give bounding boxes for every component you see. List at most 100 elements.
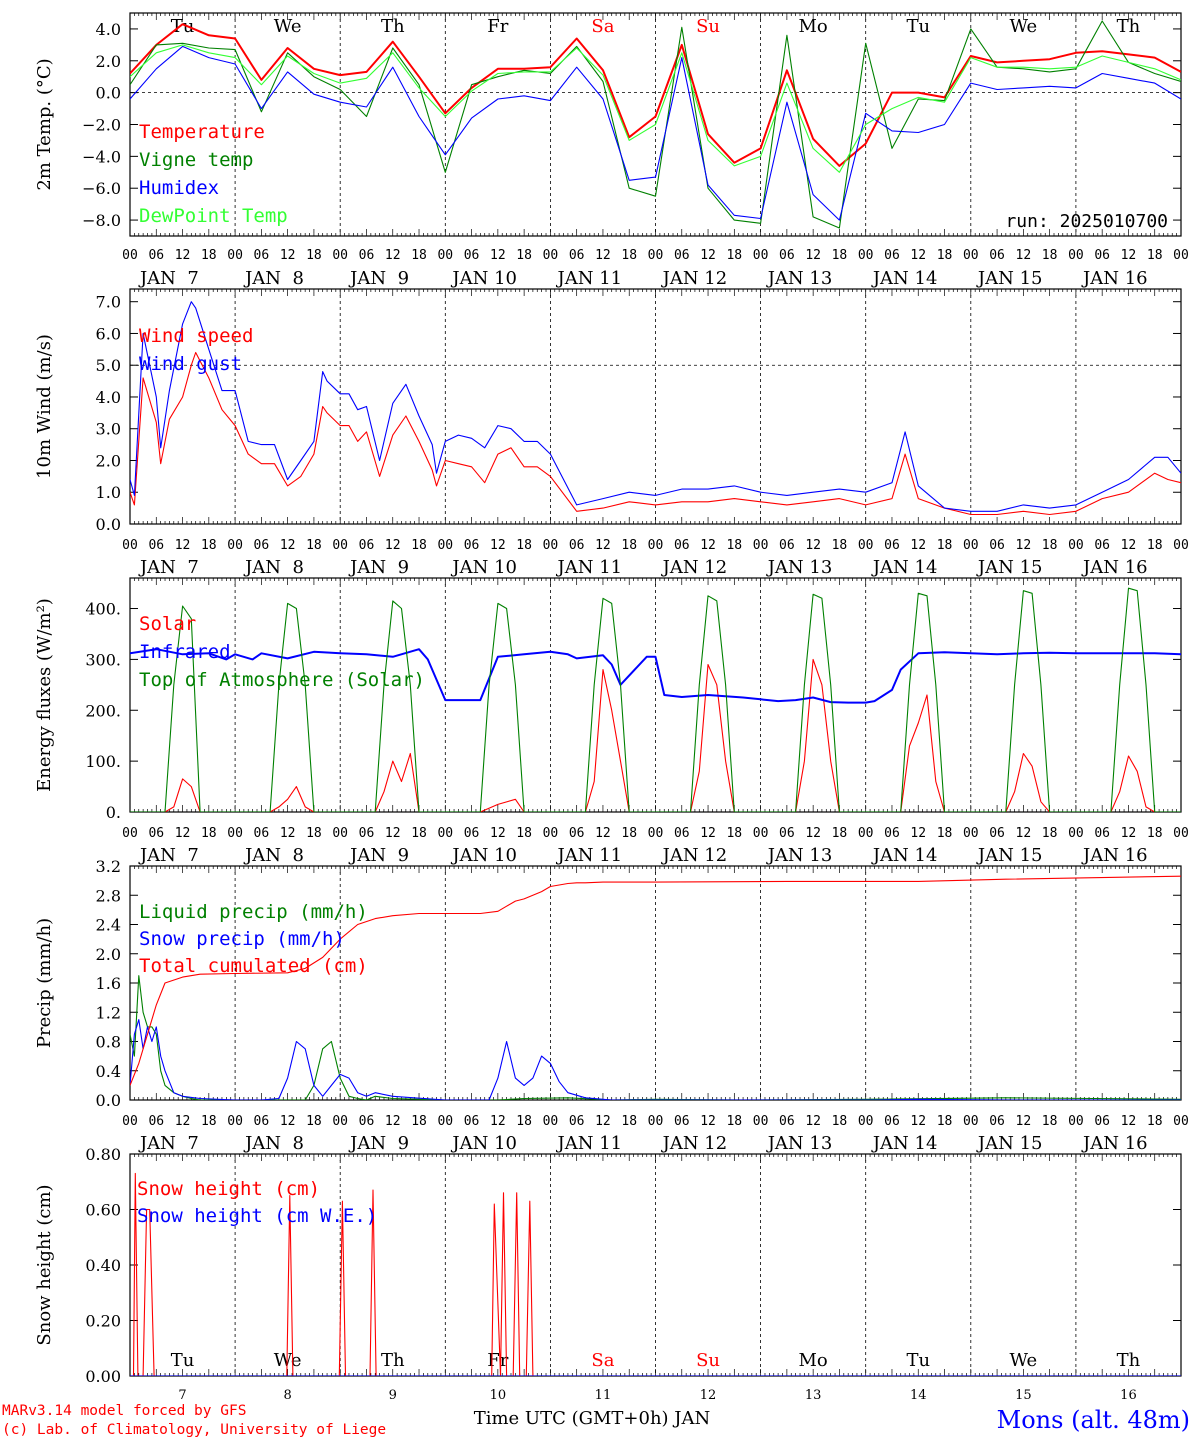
date-label: JAN 15 (976, 268, 1043, 289)
hour-tick-label: 00 (437, 826, 453, 841)
hour-tick-label: 00 (963, 248, 979, 263)
legend-entry: Infrared (139, 641, 231, 663)
hour-tick-label: 12 (1121, 538, 1137, 553)
day-number: 8 (284, 1388, 292, 1403)
hour-tick-label: 18 (516, 826, 532, 841)
hour-tick-label: 00 (227, 826, 243, 841)
y-tick-label: 2.0 (96, 52, 121, 71)
date-label: JAN 16 (1081, 557, 1148, 578)
hour-tick-label: 18 (726, 248, 742, 263)
hour-tick-label: 18 (937, 248, 953, 263)
date-label: JAN 12 (661, 557, 728, 578)
hour-tick-label: 00 (963, 1114, 979, 1129)
hour-tick-label: 00 (227, 1114, 243, 1129)
hour-tick-label: 18 (621, 1114, 637, 1129)
y-tick-label: 5.0 (96, 356, 121, 375)
hour-tick-label: 12 (490, 1114, 506, 1129)
date-label: JAN 11 (556, 845, 623, 866)
hour-tick-label: 18 (832, 248, 848, 263)
hour-tick-label: 00 (1068, 248, 1084, 263)
day-name: We (274, 1350, 302, 1371)
date-label: JAN 13 (766, 268, 833, 289)
date-label: JAN 9 (348, 845, 409, 866)
hour-tick-label: 00 (1068, 538, 1084, 553)
day-number: 7 (178, 1388, 186, 1403)
hour-tick-label: 06 (1094, 1114, 1110, 1129)
y-tick-label: 3.2 (96, 857, 121, 876)
legend-entry: Wind speed (139, 325, 253, 347)
day-name: Mo (799, 1350, 828, 1371)
date-label: JAN 13 (766, 845, 833, 866)
hour-tick-label: 18 (201, 1114, 217, 1129)
date-label: JAN 13 (766, 1133, 833, 1154)
y-tick-label: −2.0 (82, 116, 121, 135)
hour-tick-label: 00 (332, 1114, 348, 1129)
hour-tick-label: 18 (306, 538, 322, 553)
hour-tick-label: 18 (1042, 538, 1058, 553)
date-label: JAN 8 (243, 845, 304, 866)
series-line-dewpoint-temp (130, 44, 1181, 173)
hour-tick-label: 12 (175, 538, 191, 553)
y-tick-label: 0.20 (85, 1312, 121, 1331)
panel-wind: 0.0 1.0 2.0 3.0 4.0 5.0 6.0 7.0 10m Wind (m/s) 00… (34, 288, 1189, 578)
date-label: JAN 9 (348, 268, 409, 289)
day-number: 13 (805, 1388, 822, 1403)
hour-tick-label: 06 (569, 248, 585, 263)
hour-tick-label: 00 (332, 248, 348, 263)
x-axis-title: Time UTC (GMT+0h) JAN (474, 1408, 711, 1429)
series-line-wind-speed (130, 351, 1181, 516)
hour-tick-label: 12 (1121, 248, 1137, 263)
y-tick-label: 1.6 (96, 974, 121, 993)
day-number: 12 (700, 1388, 717, 1403)
series-group (130, 587, 1181, 812)
date-label: JAN 12 (661, 1133, 728, 1154)
hour-tick-label: 18 (516, 1114, 532, 1129)
day-name: Tu (171, 1350, 195, 1371)
hour-tick-label: 06 (1094, 248, 1110, 263)
hour-tick-label: 12 (490, 248, 506, 263)
hour-tick-label: 18 (832, 1114, 848, 1129)
date-label: JAN 8 (243, 268, 304, 289)
hour-tick-label: 06 (148, 538, 164, 553)
legend-entry: Solar (139, 613, 196, 635)
series-group (130, 301, 1181, 516)
hour-tick-label: 18 (1147, 826, 1163, 841)
hour-tick-label: 18 (937, 538, 953, 553)
day-name: Mo (799, 16, 828, 37)
hour-tick-label: 12 (280, 826, 296, 841)
hour-tick-label: 18 (201, 826, 217, 841)
hour-tick-label: 06 (359, 538, 375, 553)
legend-entry: Top of Atmosphere (Solar) (139, 669, 425, 691)
hour-tick-label: 18 (726, 538, 742, 553)
y-tick-label: 0.80 (85, 1145, 121, 1164)
hour-tick-label: 18 (1042, 1114, 1058, 1129)
station-name: Mons (alt. 48m) (997, 1406, 1190, 1434)
day-name: Fr (487, 16, 508, 37)
series-line-snow-precip-mm-h- (130, 1019, 1181, 1100)
day-name: Sa (591, 16, 614, 37)
y-tick-label: 0.8 (96, 1033, 121, 1052)
hour-tick-label: 12 (700, 1114, 716, 1129)
y-axis-label: Snow height (cm) (34, 1184, 55, 1345)
y-tick-label: 0.00 (85, 1367, 121, 1386)
day-number: 9 (389, 1388, 397, 1403)
date-label: JAN 7 (138, 268, 199, 289)
hour-tick-label: 06 (779, 538, 795, 553)
hour-tick-label: 06 (254, 1114, 270, 1129)
hour-tick-label: 18 (832, 826, 848, 841)
hour-tick-label: 18 (411, 826, 427, 841)
hour-tick-label: 12 (700, 538, 716, 553)
hour-tick-label: 06 (779, 1114, 795, 1129)
hour-tick-label: 06 (464, 248, 480, 263)
hour-tick-label: 00 (753, 248, 769, 263)
hour-tick-label: 12 (385, 538, 401, 553)
hour-tick-label: 06 (989, 538, 1005, 553)
legend-entry: DewPoint Temp (139, 205, 288, 227)
date-label: JAN 7 (138, 845, 199, 866)
hour-tick-label: 00 (437, 1114, 453, 1129)
date-label: JAN 16 (1081, 268, 1148, 289)
hour-tick-label: 12 (910, 538, 926, 553)
hour-tick-label: 00 (1173, 538, 1189, 553)
hour-tick-label: 00 (1173, 826, 1189, 841)
day-name: Sa (591, 1350, 614, 1371)
